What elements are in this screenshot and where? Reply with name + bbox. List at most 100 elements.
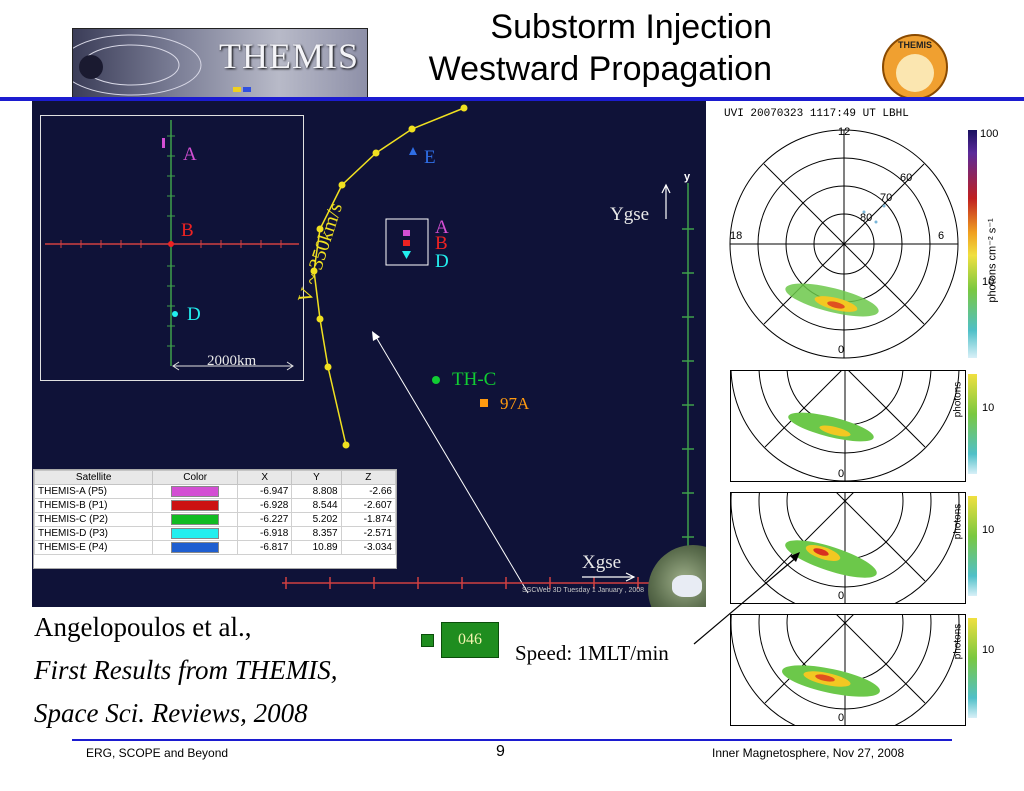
sat-z-cell: -2.571 [340,526,397,541]
uvi-panel-2 [730,370,966,482]
sat-name-cell: THEMIS-B (P1) [33,498,154,513]
table-row: THEMIS-D (P3) -6.918 8.357 -2.571 [33,526,397,541]
uvi-lbl-70: 70 [880,192,893,204]
sat-y-cell: 8.544 [291,498,342,513]
sat-y-cell: 8.808 [291,484,342,499]
inset-label-b: B [181,220,194,241]
label-97a: 97A [500,394,530,413]
label-y-axis: y [684,171,691,183]
table-row: THEMIS-B (P1) -6.928 8.544 -2.607 [33,498,397,513]
cb1-10: 10 [982,276,995,288]
seal-text: THEMIS [897,40,932,50]
inset-plot: A B D 2000km [40,115,304,381]
sat-z-cell: -1.874 [340,512,397,527]
satellite-table-grid: Satellite Color X Y Z THEMIS-A (P5) -6.94… [33,470,397,555]
footer-right: Inner Magnetosphere, Nov 27, 2008 [712,746,905,760]
inset-scale-label: 2000km [207,353,257,369]
col-z: Z [340,470,397,485]
sat-name-cell: THEMIS-E (P4) [33,540,154,555]
sscweb-credit: SSCWeb 3D Tuesday 1 January , 2008 [522,587,645,594]
footer-left: ERG, SCOPE and Beyond [86,746,229,760]
uvi-lbl-80: 80 [860,212,873,224]
label-b: B [435,233,448,254]
header-rule [0,97,1024,101]
themis-seal: THEMIS [882,34,948,100]
sat-z-cell: -2.607 [340,498,397,513]
sat-color-cell [152,484,238,499]
uvi-lbl-6: 6 [938,230,945,242]
speed-arrow [693,552,800,645]
uvi-header: UVI 20070323 1117:49 UT LBHL [724,108,909,120]
logo-text: THEMIS [219,36,359,76]
sat-name-cell: THEMIS-C (P2) [33,512,154,527]
inset-label-a: A [183,144,197,165]
sat-color-cell [152,498,238,513]
cb3-10: 10 [982,524,995,536]
uvi-lbl-0-p4: 0 [838,712,845,724]
color-swatch [171,514,220,525]
colorbar-4 [968,618,977,718]
station-marker [421,634,434,647]
footer-rule [72,739,952,741]
slide-title: Substorm Injection Westward Propagation [372,6,772,90]
inset-label-d: D [187,304,201,325]
orbit-graphics [282,104,694,594]
uvi-lbl-18: 18 [730,230,743,242]
uvi-lbl-60: 60 [900,172,913,184]
satellite-table: Satellite Color X Y Z THEMIS-A (P5) -6.94… [33,469,397,569]
uvi-lbl-12: 12 [838,126,851,138]
color-swatch [171,528,220,539]
sat-z-cell: -3.034 [340,540,397,555]
sat-name-cell: THEMIS-D (P3) [33,526,154,541]
cb4-unit: photons [952,623,964,660]
citation-title: First Results from THEMIS, [34,655,338,685]
colorbar-3 [968,496,977,596]
label-e: E [424,147,436,168]
sat-x-cell: -6.947 [236,484,293,499]
cb4-10: 10 [982,644,995,656]
sat-color-cell [152,512,238,527]
uvi-lbl-0: 0 [838,344,845,356]
uvi-lbl-0-p2: 0 [838,468,845,480]
page-number: 9 [496,743,505,760]
sat-x-cell: -6.817 [236,540,293,555]
colorbar-2 [968,374,977,474]
cb1-100: 100 [980,128,999,140]
color-swatch [171,486,220,497]
table-row: THEMIS-E (P4) -6.817 10.89 -3.034 [33,540,397,555]
col-color: Color [152,470,238,485]
sat-color-cell [152,540,238,555]
speed-label: Speed: 1MLT/min [515,641,669,665]
sat-x-cell: -6.928 [236,498,293,513]
label-a: A [435,217,449,238]
uvi-panels: UVI 20070323 1117:49 UT LBHL 12 18 6 0 6… [724,104,1024,726]
label-thc: TH-C [452,369,497,390]
trajectory-points [310,104,468,449]
sat-color-cell [152,526,238,541]
colorbar-1 [968,130,977,358]
cb2-unit: photons [952,381,964,418]
col-satellite: Satellite [33,470,154,485]
globe-ice [672,575,702,597]
label-xgse: Xgse [582,552,622,573]
seal-figure [896,54,934,92]
sat-x-cell: -6.918 [236,526,293,541]
station-badge: 046 [441,622,499,658]
orbit-plot-panel: A B D 2000km [32,101,706,607]
table-row: THEMIS-A (P5) -6.947 8.808 -2.66 [33,484,397,499]
table-row: THEMIS-C (P2) -6.227 5.202 -1.874 [33,512,397,527]
sat-name-cell: THEMIS-A (P5) [33,484,154,499]
label-ygse: Ygse [610,204,650,225]
citation-authors: Angelopoulos et al., [34,612,252,642]
color-swatch [171,500,220,511]
label-d: D [435,251,449,272]
uvi-lbl-0-p3: 0 [838,590,845,602]
sat-z-cell: -2.66 [340,484,397,499]
col-y: Y [291,470,342,485]
sat-x-cell: -6.227 [236,512,293,527]
sat-y-cell: 8.357 [291,526,342,541]
uvi-panel-4 [730,614,966,726]
sat-y-cell: 10.89 [291,540,342,555]
inset-axes [45,120,299,371]
col-x: X [236,470,293,485]
